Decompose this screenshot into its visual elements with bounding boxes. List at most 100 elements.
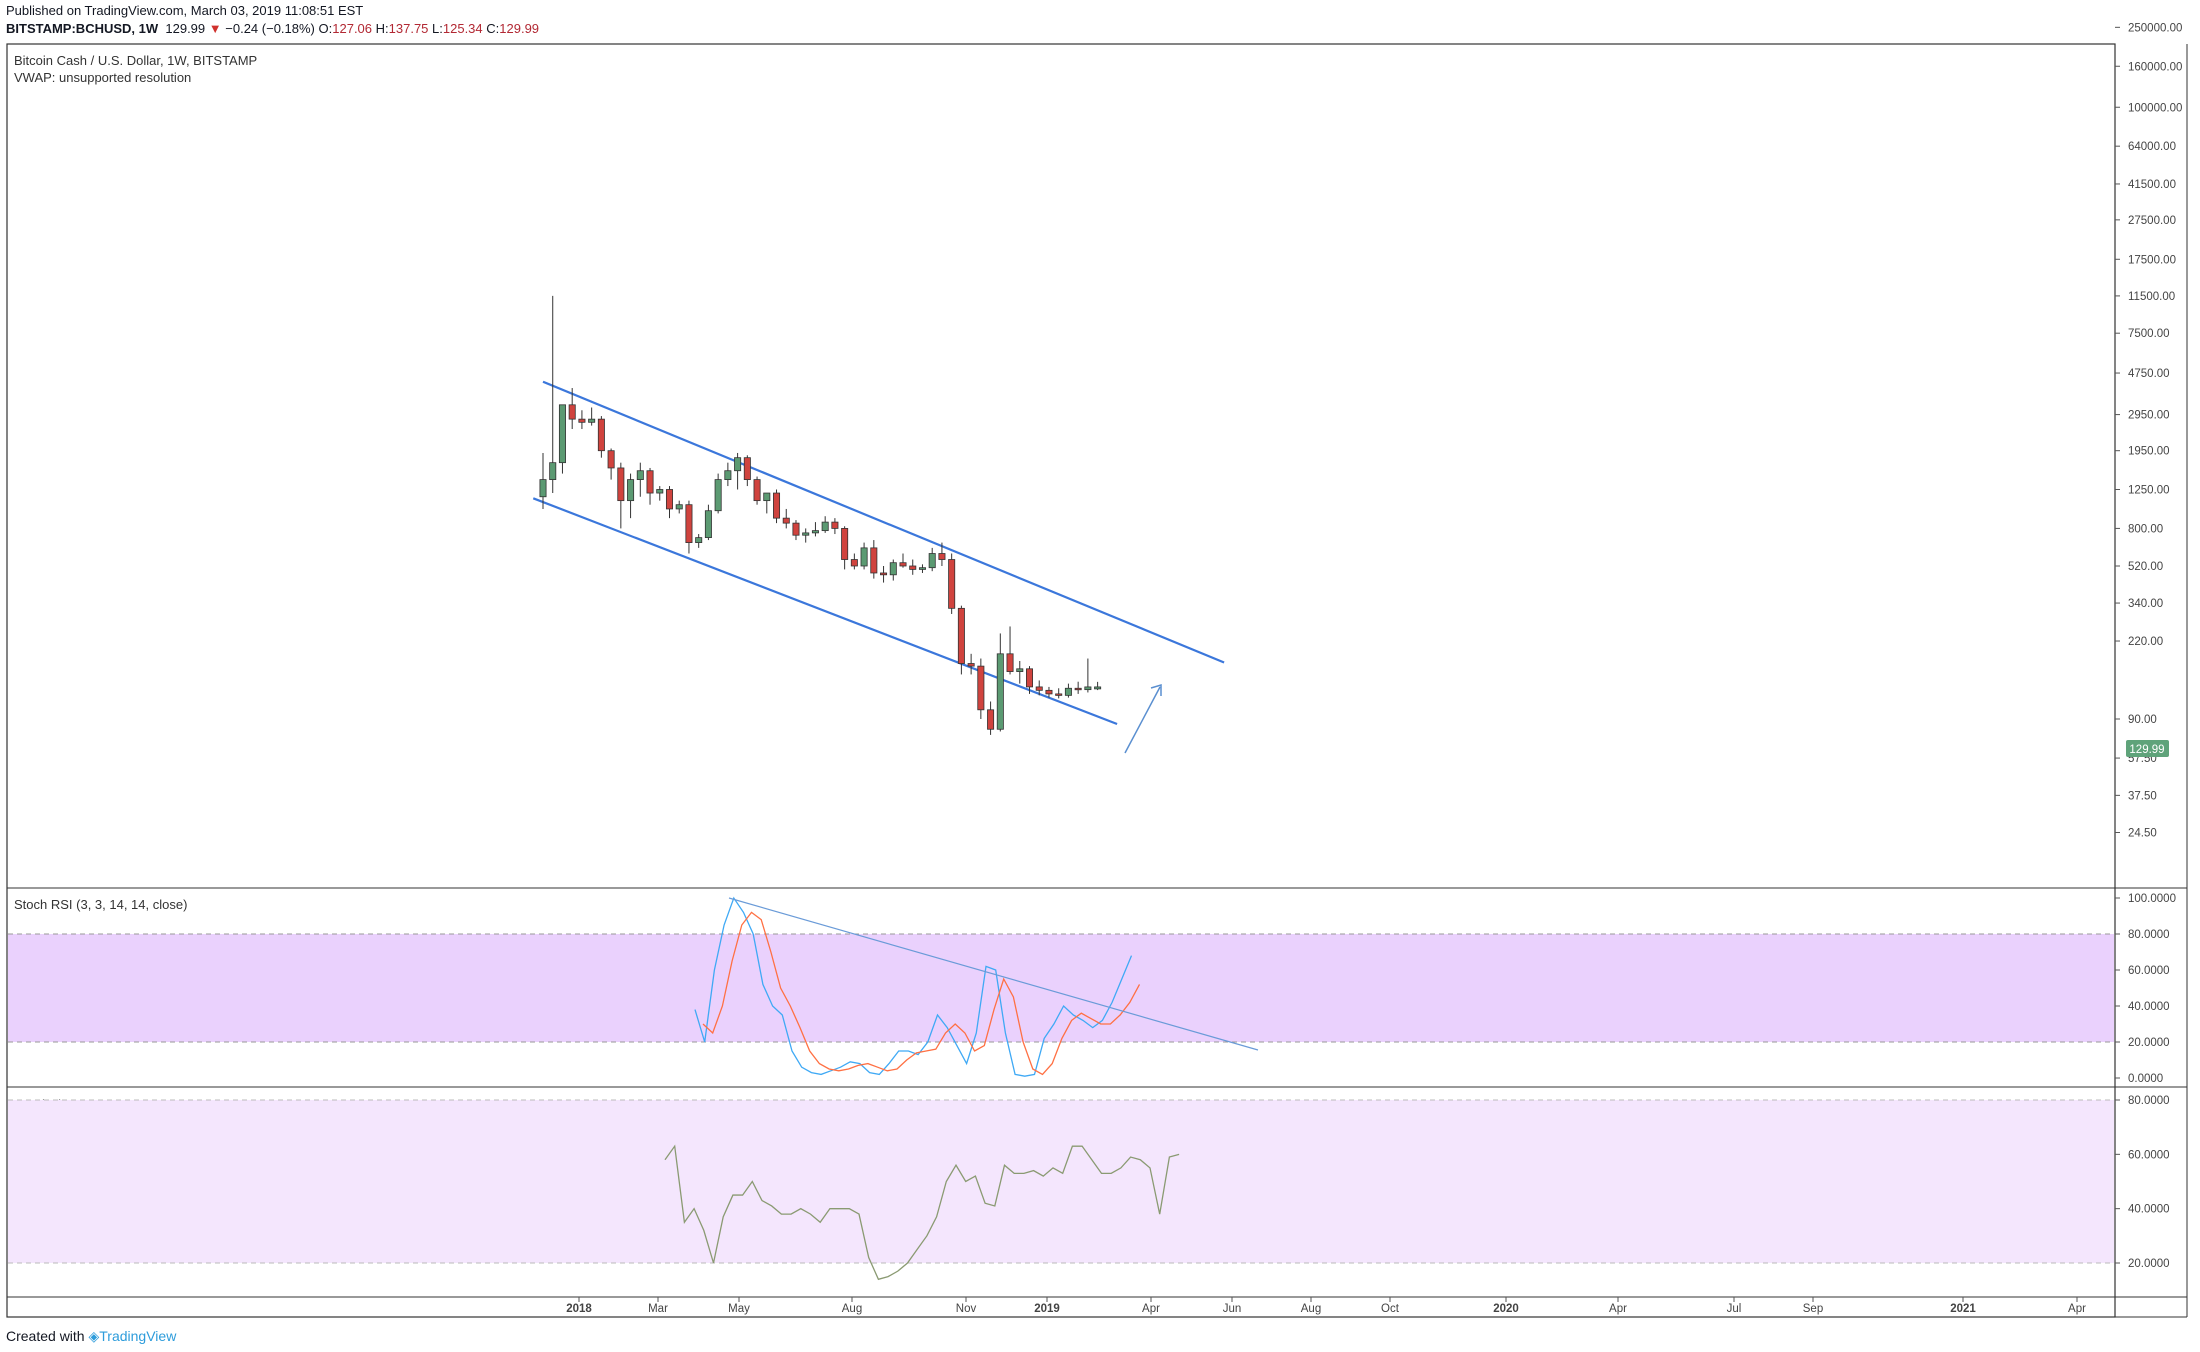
- time-tick-label: Mar: [648, 1303, 668, 1315]
- candle-body: [753, 479, 761, 502]
- time-tick-label: Oct: [1381, 1303, 1400, 1315]
- candle-body: [821, 521, 829, 532]
- time-axis[interactable]: 2018 Mar May Aug Nov 2019 Apr Jun Aug Oct 2020 Apr J…: [566, 1297, 2086, 1315]
- stoch-tick-label: 100.0000: [2128, 893, 2176, 905]
- mfi-tick-label: 60.0000: [2128, 1149, 2170, 1161]
- candle-body: [1035, 686, 1043, 691]
- tradingview-brand[interactable]: TradingView: [99, 1328, 177, 1344]
- low-label: L:: [432, 21, 443, 36]
- candle-body: [880, 572, 888, 576]
- candle-body: [1016, 668, 1024, 672]
- candle-body: [841, 528, 849, 560]
- time-tick-label: Apr: [1609, 1303, 1627, 1315]
- symbol-ohlc-line: BITSTAMP:BCHUSD, 1W 129.99 ▼ −0.24 (−0.1…: [6, 21, 539, 36]
- channel-lines: [532, 380, 1225, 726]
- footer: Created with ◈TradingView: [6, 1328, 176, 1345]
- price-tick-label: 37.50: [2128, 790, 2157, 802]
- stoch-k-line: [694, 896, 1133, 1077]
- stoch-tick-label: 0.0000: [2128, 1073, 2163, 1085]
- candle-body: [656, 489, 664, 494]
- stoch-tick-label: 60.0000: [2128, 965, 2170, 977]
- candle-body: [948, 559, 956, 609]
- candle-body: [792, 522, 800, 536]
- time-tick-label: 2019: [1034, 1303, 1060, 1315]
- time-tick-label: Apr: [2068, 1303, 2086, 1315]
- price-tick-label: 90.00: [2128, 714, 2157, 726]
- candle-body: [811, 530, 819, 534]
- price-tick-label: 520.00: [2128, 561, 2163, 573]
- main-pane-title: Bitcoin Cash / U.S. Dollar, 1W, BITSTAMP: [14, 53, 257, 68]
- candle-body: [636, 470, 644, 481]
- vwap-note: VWAP: unsupported resolution: [14, 70, 191, 85]
- high-value: 137.75: [388, 21, 429, 36]
- candle-body: [773, 492, 781, 519]
- mfi-tick-label: 40.0000: [2128, 1204, 2170, 1216]
- stoch-tick-label: 20.0000: [2128, 1037, 2170, 1049]
- candle-body: [1064, 687, 1072, 696]
- price-tick-label: 11500.00: [2128, 291, 2175, 303]
- price-tick-label: 340.00: [2128, 598, 2163, 610]
- stoch-band: [8, 934, 2114, 1042]
- candle-body: [627, 479, 635, 502]
- forecast-arrow-icon: [1124, 683, 1162, 754]
- candle-body: [714, 479, 722, 512]
- candle-body: [860, 547, 868, 567]
- candle-body: [889, 562, 897, 576]
- price-tag-text: 129.99: [2129, 744, 2164, 756]
- time-tick-label: Jul: [1727, 1303, 1742, 1315]
- close-value: 129.99: [499, 21, 540, 36]
- candle-body: [1094, 686, 1102, 690]
- time-tick-label: Apr: [1142, 1303, 1160, 1315]
- candle-body: [850, 559, 858, 567]
- candle-body: [646, 470, 654, 494]
- stoch-axis: 100.0000 80.0000 60.0000 40.0000 20.0000 0.00…: [2115, 893, 2176, 1085]
- candle-body: [695, 537, 703, 543]
- candle-body: [967, 663, 975, 667]
- price-tick-label: 4750.00: [2128, 368, 2170, 380]
- candle-body: [704, 510, 712, 539]
- candle-body: [918, 567, 926, 570]
- candle-body: [870, 547, 878, 574]
- candle-body: [724, 470, 732, 481]
- candle-body: [1026, 668, 1034, 688]
- last-price-tag: 129.99: [2126, 740, 2169, 757]
- mfi-tick-label: 80.0000: [2128, 1095, 2170, 1107]
- candle-body: [977, 665, 985, 711]
- mfi-line: [664, 1144, 1180, 1281]
- price-tick-label: 220.00: [2128, 636, 2163, 648]
- tradingview-logo-icon[interactable]: ◈: [88, 1328, 100, 1344]
- candle-body: [899, 562, 907, 567]
- channel-lower: [532, 497, 1118, 726]
- time-tick-label: 2018: [566, 1303, 592, 1315]
- candle-body: [782, 517, 790, 524]
- candle-body: [996, 653, 1004, 730]
- candle-body: [957, 607, 965, 664]
- candle-body: [578, 418, 586, 423]
- high-label: H:: [375, 21, 389, 36]
- price-tick-label: 2950.00: [2128, 410, 2170, 422]
- candle-body: [675, 504, 683, 510]
- price-tick-label: 1950.00: [2128, 446, 2170, 458]
- candle-body: [588, 418, 596, 423]
- price-tick-label: 7500.00: [2128, 328, 2170, 340]
- price-axis[interactable]: 3800000.002400000.001500000.00950000.005…: [2115, 0, 2189, 839]
- mfi-band: [8, 1100, 2114, 1263]
- candle-body: [1055, 693, 1063, 696]
- time-tick-label: Aug: [842, 1303, 862, 1315]
- open-label: O:: [318, 21, 333, 36]
- candle-body: [549, 462, 557, 481]
- candle-body: [802, 532, 810, 536]
- down-arrow-icon: ▼: [208, 21, 222, 36]
- price-tick-label: 17500.00: [2128, 254, 2176, 266]
- channel-upper: [542, 380, 1225, 664]
- candle-body: [617, 467, 625, 502]
- price-tick-label: 100000.00: [2128, 102, 2182, 114]
- candle-body: [928, 553, 936, 569]
- time-tick-label: Aug: [1301, 1303, 1321, 1315]
- candle-body: [1006, 653, 1014, 672]
- stoch-tick-label: 80.0000: [2128, 929, 2170, 941]
- candle-body: [558, 404, 566, 464]
- candle-body: [539, 479, 547, 498]
- time-tick-label: Sep: [1803, 1303, 1823, 1315]
